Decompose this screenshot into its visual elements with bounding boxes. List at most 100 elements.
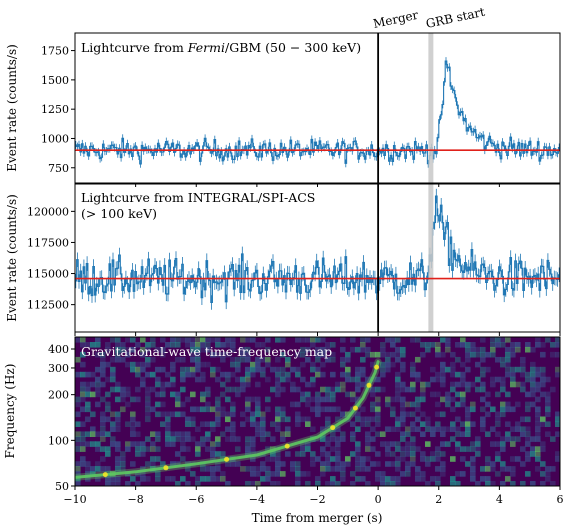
heatmap-cell: [105, 431, 111, 437]
heatmap-cell: [305, 356, 311, 363]
heatmap-cell: [330, 342, 336, 348]
heatmap-cell: [275, 481, 281, 486]
heatmap-cell: [540, 446, 546, 452]
heatmap-cell: [145, 371, 151, 378]
heatmap-cell: [175, 436, 181, 442]
heatmap-cell: [330, 371, 336, 378]
heatmap-cell: [255, 481, 261, 486]
heatmap-cell: [85, 391, 91, 398]
heatmap-cell: [375, 411, 381, 418]
heatmap-cell: [430, 366, 436, 373]
heatmap-cell: [265, 376, 271, 383]
gbm-title-box: [78, 36, 350, 58]
heatmap-cell: [485, 481, 491, 486]
heatmap-cell: [505, 436, 511, 442]
heatmap-cell: [265, 476, 271, 482]
heatmap-cell: [465, 421, 471, 427]
heatmap-cell: [360, 466, 366, 472]
heatmap-cell: [525, 401, 531, 408]
heatmap-cell: [130, 396, 136, 403]
heatmap-cell: [420, 421, 426, 427]
heatmap-cell: [425, 426, 431, 432]
heatmap-cell: [515, 421, 521, 427]
heatmap-cell: [415, 396, 421, 403]
heatmap-cell: [430, 426, 436, 432]
heatmap-cell: [450, 361, 456, 368]
heatmap-cell: [170, 391, 176, 398]
heatmap-cell: [550, 351, 556, 358]
heatmap-cell: [325, 451, 331, 457]
heatmap-cell: [85, 342, 91, 348]
heatmap-cell: [350, 471, 356, 477]
heatmap-cell: [200, 476, 206, 482]
heatmap-cell: [445, 396, 451, 403]
heatmap-cell: [195, 451, 201, 457]
heatmap-cell: [275, 376, 281, 383]
heatmap-cell: [155, 366, 161, 373]
heatmap-cell: [245, 337, 251, 343]
heatmap-cell: [405, 411, 411, 418]
heatmap-cell: [275, 471, 281, 477]
heatmap-cell: [425, 421, 431, 427]
heatmap-cell: [355, 426, 361, 432]
heatmap-cell: [215, 366, 221, 373]
spiacs-ylabel: Event rate (counts/s): [5, 194, 19, 322]
heatmap-cell: [150, 342, 156, 348]
heatmap-cell: [210, 426, 216, 432]
heatmap-cell: [470, 406, 476, 413]
heatmap-cell: [485, 401, 491, 408]
heatmap-cell: [360, 371, 366, 378]
heatmap-cell: [100, 416, 106, 423]
heatmap-cell: [100, 421, 106, 427]
heatmap-cell: [510, 346, 516, 353]
heatmap-cell: [295, 476, 301, 482]
heatmap-cell: [485, 411, 491, 418]
heatmap-cell: [390, 461, 396, 467]
heatmap-cell: [460, 376, 466, 383]
heatmap-cell: [395, 337, 401, 343]
heatmap-cell: [460, 421, 466, 427]
heatmap-cell: [385, 426, 391, 432]
heatmap-cell: [215, 396, 221, 403]
heatmap-cell: [255, 466, 261, 472]
heatmap-cell: [265, 337, 271, 343]
heatmap-cell: [135, 431, 141, 437]
heatmap-cell: [400, 381, 406, 388]
grb-start-label: GRB start: [425, 5, 487, 31]
heatmap-cell: [390, 481, 396, 486]
heatmap-cell: [300, 351, 306, 358]
heatmap-cell: [225, 386, 231, 393]
heatmap-cell: [225, 461, 231, 467]
heatmap-cell: [555, 342, 560, 348]
heatmap-cell: [380, 361, 386, 368]
heatmap-cell: [280, 406, 286, 413]
heatmap-cell: [245, 441, 251, 447]
heatmap-cell: [525, 426, 531, 432]
heatmap-cell: [435, 451, 441, 457]
heatmap-cell: [405, 471, 411, 477]
heatmap-cell: [430, 342, 436, 348]
heatmap-cell: [295, 466, 301, 472]
heatmap-cell: [170, 361, 176, 368]
heatmap-cell: [475, 386, 481, 393]
heatmap-cell: [405, 466, 411, 472]
heatmap-cell: [275, 406, 281, 413]
heatmap-cell: [175, 451, 181, 457]
heatmap-cell: [215, 351, 221, 358]
heatmap-cell: [255, 421, 261, 427]
heatmap-cell: [410, 461, 416, 467]
heatmap-cell: [195, 406, 201, 413]
heatmap-cell: [360, 456, 366, 462]
grb-start-band: [428, 33, 434, 183]
heatmap-cell: [325, 356, 331, 363]
heatmap-cell: [545, 391, 551, 398]
heatmap-cell: [145, 346, 151, 353]
heatmap-cell: [460, 401, 466, 408]
heatmap-cell: [445, 426, 451, 432]
heatmap-cell: [385, 476, 391, 482]
heatmap-cell: [375, 431, 381, 437]
heatmap-cell: [345, 391, 351, 398]
heatmap-cell: [115, 426, 121, 432]
heatmap-cell: [410, 441, 416, 447]
heatmap-cell: [85, 471, 91, 477]
